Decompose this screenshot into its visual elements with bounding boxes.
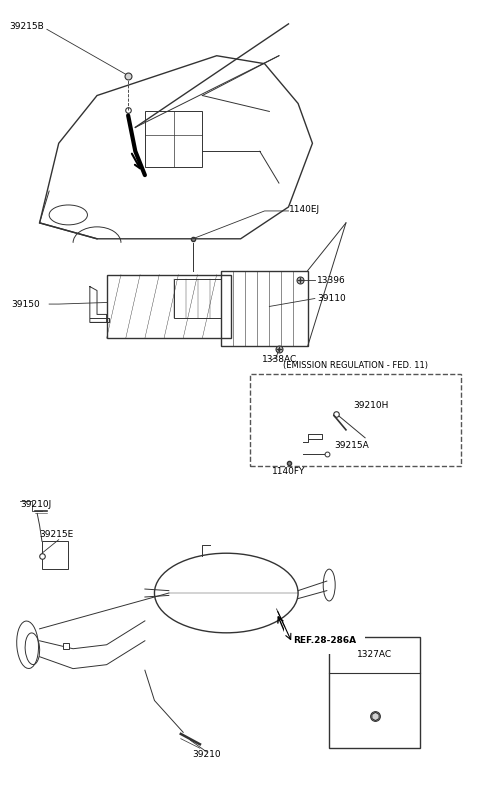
Bar xyxy=(107,275,231,338)
Text: REF.28-286A: REF.28-286A xyxy=(293,636,357,646)
Text: (EMISSION REGULATION - FED. 11): (EMISSION REGULATION - FED. 11) xyxy=(283,361,428,370)
Text: 1338AC: 1338AC xyxy=(262,355,298,365)
Text: 39215B: 39215B xyxy=(10,21,44,31)
Text: 39110: 39110 xyxy=(317,294,346,303)
Bar xyxy=(174,279,221,318)
Text: 1327AC: 1327AC xyxy=(357,650,392,659)
Text: 39210J: 39210J xyxy=(21,501,52,509)
Text: 1140FY: 1140FY xyxy=(272,466,305,476)
Bar xyxy=(329,637,420,748)
Text: 13396: 13396 xyxy=(317,275,346,285)
Text: 1140EJ: 1140EJ xyxy=(288,205,320,214)
Bar xyxy=(250,374,461,466)
Text: 39210H: 39210H xyxy=(353,401,388,411)
Text: 39150: 39150 xyxy=(11,299,39,309)
Bar xyxy=(42,541,68,569)
Text: 39215E: 39215E xyxy=(39,530,74,540)
Text: 39210: 39210 xyxy=(193,750,221,759)
Bar xyxy=(221,271,308,346)
Text: 39215A: 39215A xyxy=(334,441,369,451)
